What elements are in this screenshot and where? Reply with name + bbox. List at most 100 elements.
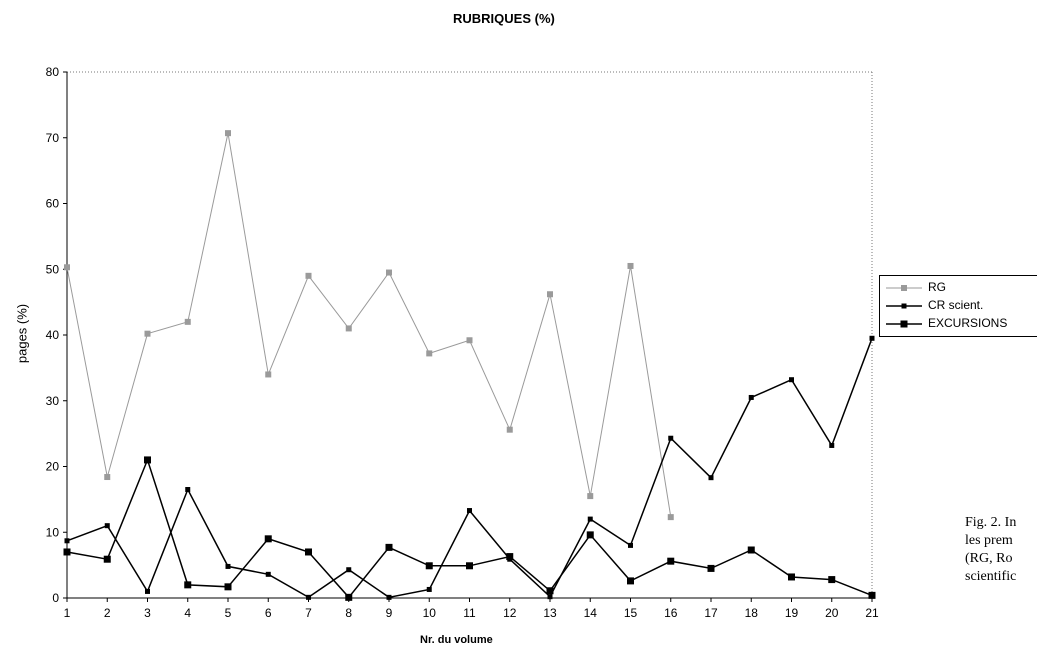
x-tick-label: 7 bbox=[305, 606, 312, 620]
x-tick-label: 4 bbox=[184, 606, 191, 620]
point-rg bbox=[667, 514, 674, 521]
point-excursions bbox=[788, 573, 795, 581]
point-excursions bbox=[868, 591, 876, 599]
point-excursions bbox=[747, 546, 755, 554]
point-cr-scient bbox=[789, 377, 794, 383]
y-tick-label: 20 bbox=[46, 460, 60, 474]
y-tick-label: 40 bbox=[46, 328, 60, 342]
point-excursions bbox=[546, 587, 554, 595]
point-cr-scient bbox=[386, 594, 392, 600]
point-rg bbox=[547, 291, 553, 298]
point-excursions bbox=[63, 548, 71, 556]
point-rg bbox=[627, 262, 634, 269]
point-rg bbox=[386, 269, 392, 276]
point-cr-scient bbox=[64, 538, 70, 544]
point-cr-scient bbox=[104, 523, 110, 529]
point-cr-scient bbox=[547, 594, 553, 600]
point-excursions bbox=[184, 581, 192, 589]
point-excursions bbox=[224, 583, 232, 591]
x-tick-label: 14 bbox=[584, 606, 598, 620]
point-rg bbox=[225, 130, 231, 137]
point-excursions bbox=[667, 557, 675, 565]
x-tick-label: 9 bbox=[386, 606, 393, 620]
point-cr-scient bbox=[748, 394, 754, 400]
x-tick-label: 11 bbox=[463, 606, 476, 620]
y-tick-label: 70 bbox=[46, 131, 60, 145]
point-cr-scient bbox=[145, 588, 150, 594]
y-tick-label: 0 bbox=[52, 591, 59, 605]
legend-excursions-marker-icon bbox=[886, 320, 922, 328]
point-excursions bbox=[345, 593, 353, 601]
x-tick-label: 16 bbox=[664, 606, 678, 620]
chart-legend: RG CR scient. EXCURSIONS bbox=[879, 275, 1037, 337]
point-excursions bbox=[506, 553, 514, 561]
point-excursions bbox=[627, 577, 634, 585]
point-cr-scient bbox=[306, 594, 311, 600]
point-rg bbox=[144, 330, 151, 337]
point-excursions bbox=[144, 456, 151, 464]
point-cr-scient bbox=[628, 542, 633, 548]
x-tick-label: 8 bbox=[345, 606, 352, 620]
series-line-excursions bbox=[66, 457, 873, 599]
x-tick-label: 18 bbox=[745, 606, 759, 620]
x-tick-label: 20 bbox=[825, 606, 839, 620]
point-excursions bbox=[264, 535, 272, 543]
point-rg bbox=[305, 272, 312, 279]
point-rg bbox=[64, 264, 70, 271]
legend-label-cr-scient: CR scient. bbox=[928, 298, 984, 312]
series-line-cr-scient bbox=[66, 338, 873, 599]
x-tick-label: 13 bbox=[543, 606, 557, 620]
point-cr-scient bbox=[708, 475, 714, 481]
y-tick-label: 30 bbox=[46, 394, 60, 408]
caption-line: (RG, Ro bbox=[965, 551, 1013, 566]
caption-line: les prem bbox=[965, 533, 1013, 548]
y-tick-label: 50 bbox=[46, 262, 60, 276]
point-rg bbox=[426, 350, 433, 357]
legend-label-rg: RG bbox=[928, 280, 946, 294]
y-tick-label: 80 bbox=[46, 65, 60, 79]
point-rg bbox=[466, 337, 473, 344]
point-cr-scient bbox=[426, 586, 432, 592]
legend-label-excursions: EXCURSIONS bbox=[928, 316, 1008, 330]
chart-title: RUBRIQUES (%) bbox=[453, 11, 555, 26]
point-excursions bbox=[466, 562, 473, 570]
x-tick-label: 15 bbox=[624, 606, 638, 620]
y-axis-label: pages (%) bbox=[14, 303, 30, 364]
point-cr-scient bbox=[869, 335, 875, 341]
caption-line: Fig. 2. In bbox=[965, 515, 1017, 530]
x-tick-label: 21 bbox=[865, 606, 879, 620]
point-excursions bbox=[828, 576, 836, 584]
point-rg bbox=[104, 474, 111, 481]
x-tick-label: 3 bbox=[144, 606, 151, 620]
point-excursions bbox=[103, 555, 111, 563]
legend-cr-scient-marker-icon bbox=[886, 303, 922, 309]
x-axis-label: Nr. du volume bbox=[420, 634, 493, 646]
point-excursions bbox=[305, 548, 312, 556]
point-excursions bbox=[385, 543, 393, 551]
point-rg bbox=[506, 426, 513, 433]
point-rg bbox=[184, 318, 191, 325]
point-excursions bbox=[586, 531, 594, 539]
point-excursions bbox=[425, 562, 433, 570]
x-tick-label: 19 bbox=[785, 606, 799, 620]
x-tick-label: 1 bbox=[64, 606, 71, 620]
point-cr-scient bbox=[185, 487, 191, 493]
x-tick-label: 17 bbox=[704, 606, 718, 620]
x-tick-label: 6 bbox=[265, 606, 272, 620]
y-tick-label: 10 bbox=[46, 525, 60, 539]
point-cr-scient bbox=[265, 571, 271, 577]
x-tick-label: 12 bbox=[503, 606, 517, 620]
point-excursions bbox=[707, 564, 715, 572]
figure-caption: Fig. 2. In les prem (RG, Ro scientific bbox=[965, 514, 1016, 586]
point-rg bbox=[345, 325, 352, 332]
legend-rg-marker-icon bbox=[886, 285, 922, 291]
series-line-rg bbox=[66, 132, 672, 518]
x-tick-label: 10 bbox=[423, 606, 437, 620]
y-tick-label: 60 bbox=[46, 197, 60, 211]
point-rg bbox=[265, 371, 272, 378]
point-rg bbox=[587, 493, 594, 500]
point-cr-scient bbox=[587, 516, 593, 522]
point-cr-scient bbox=[346, 567, 352, 573]
point-cr-scient bbox=[225, 563, 231, 569]
